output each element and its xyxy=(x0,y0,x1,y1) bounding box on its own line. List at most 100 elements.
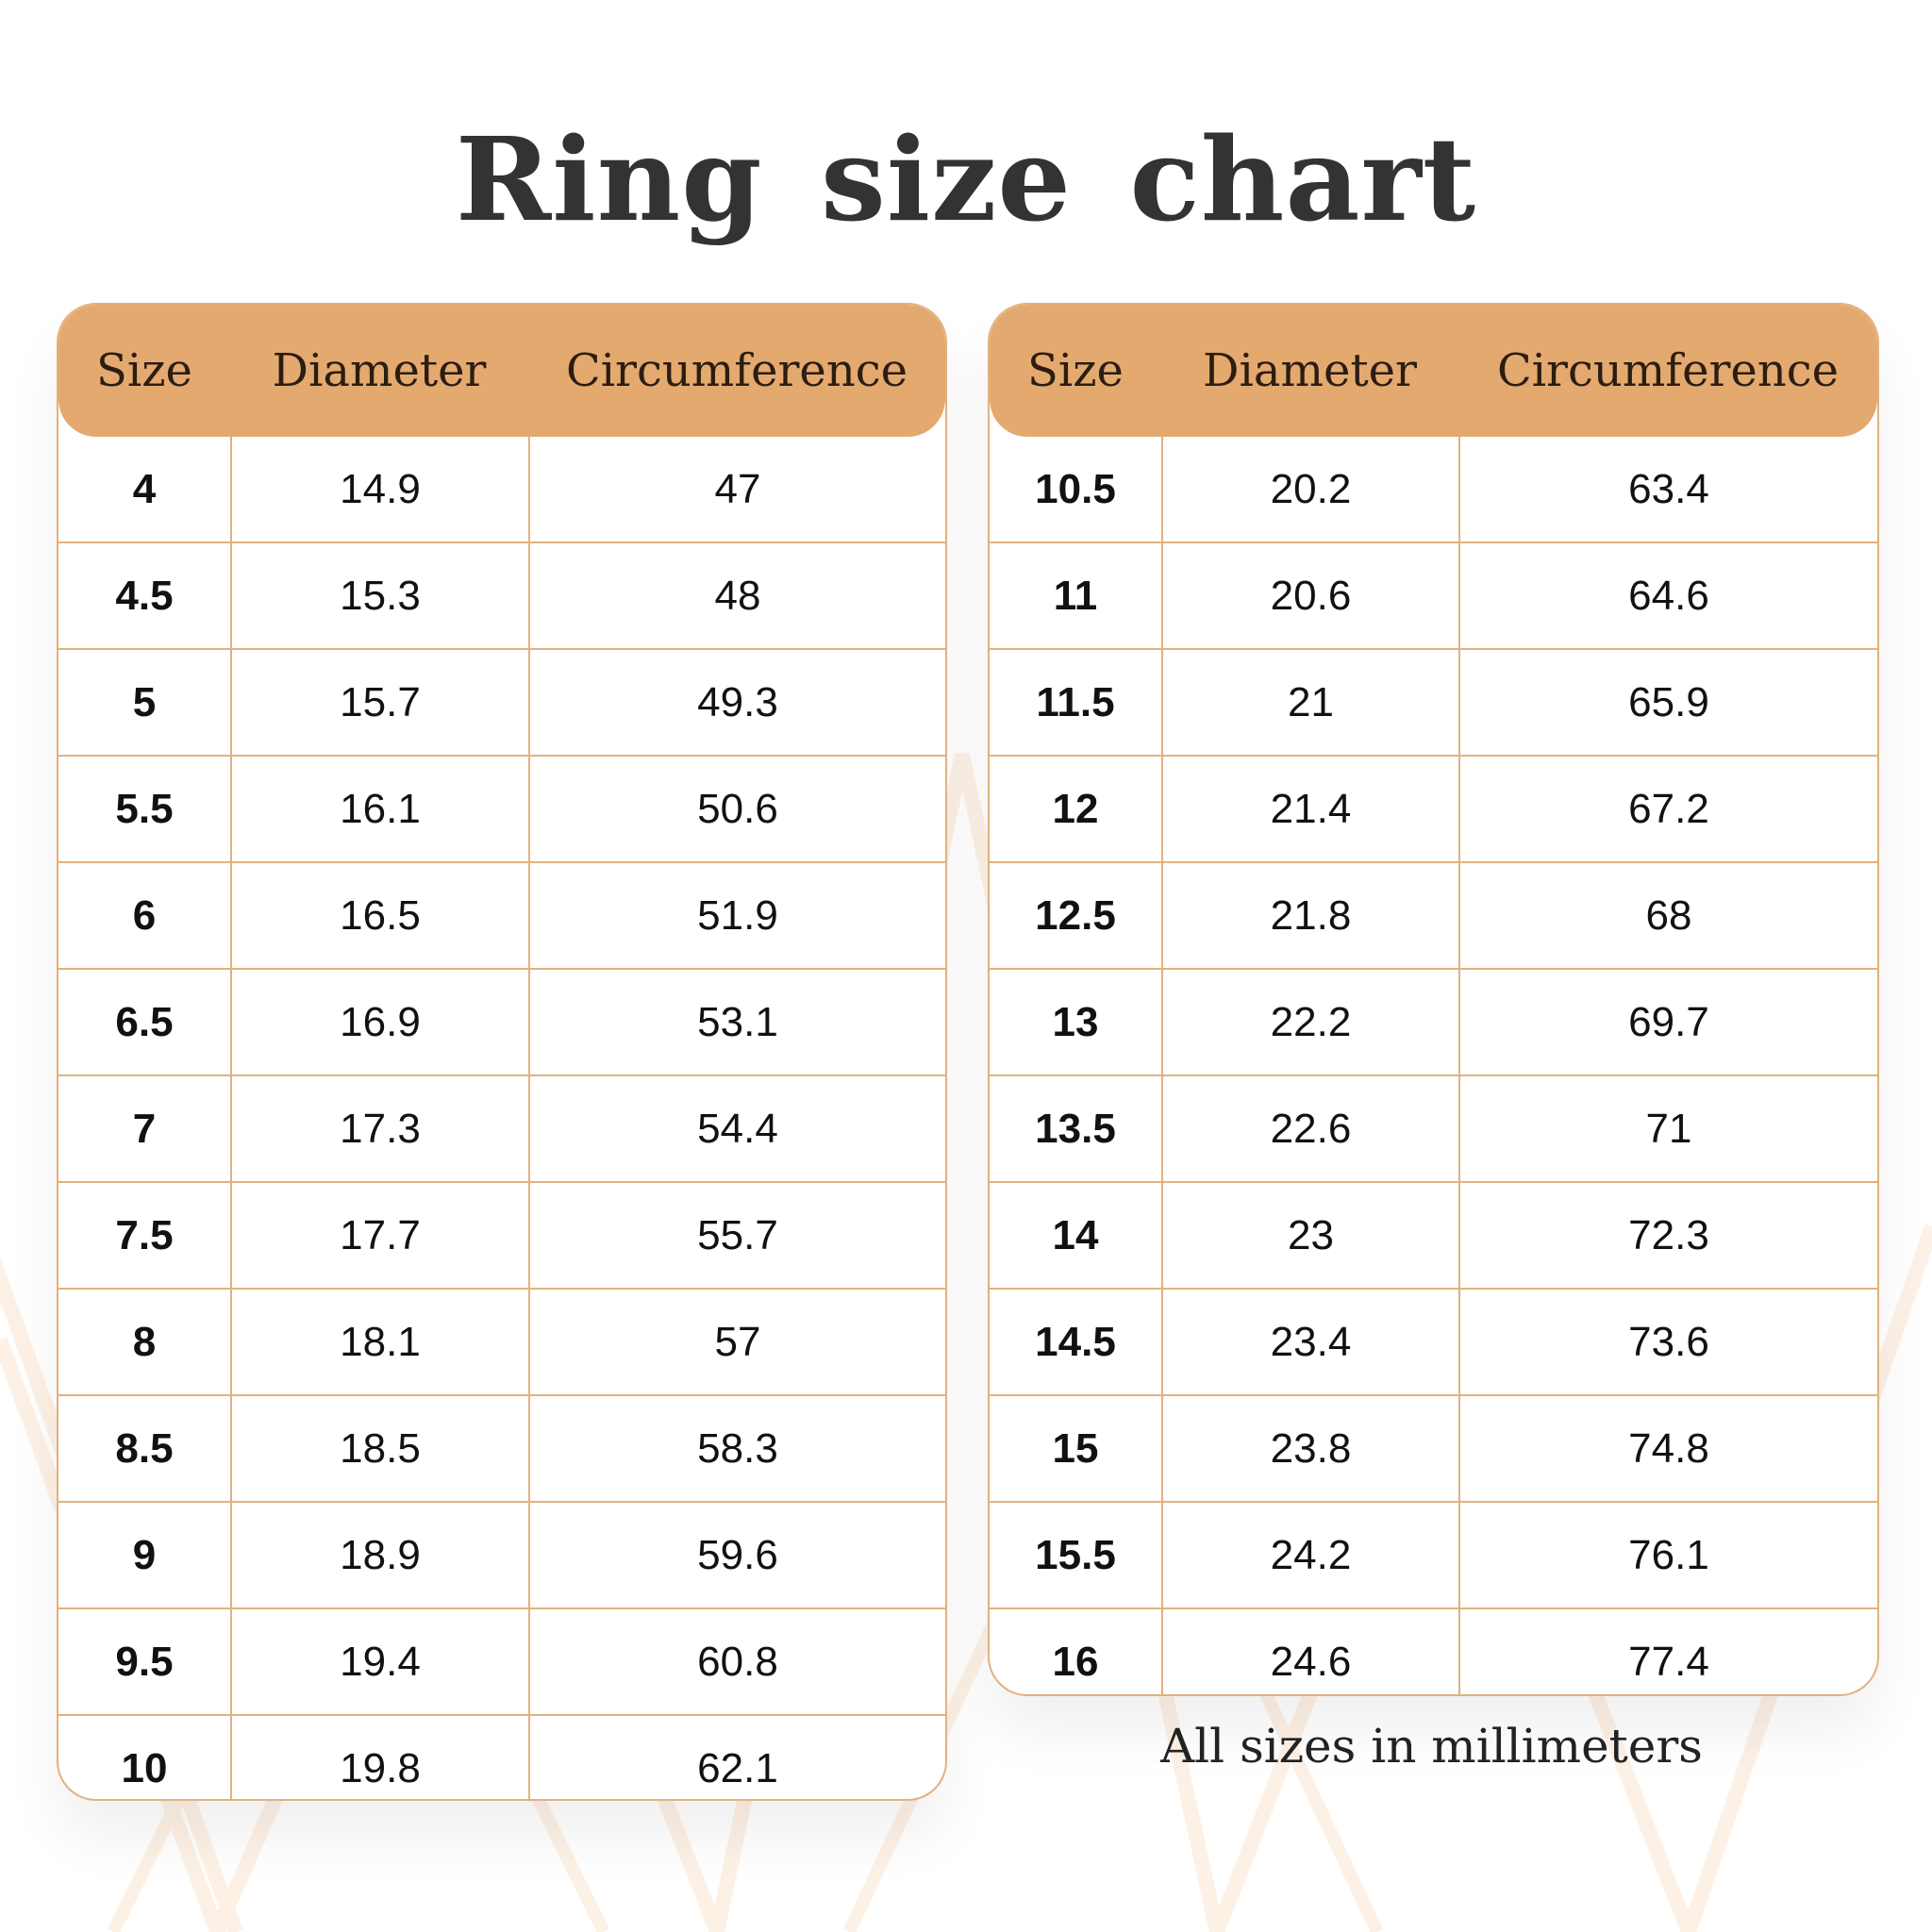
table-row: 5 15.7 49.3 xyxy=(58,648,945,755)
cell-diameter: 21.8 xyxy=(1161,863,1458,968)
cell-diameter: 18.5 xyxy=(230,1396,528,1501)
cell-diameter: 16.1 xyxy=(230,757,528,861)
cell-diameter: 22.6 xyxy=(1161,1076,1458,1181)
header-diameter: Diameter xyxy=(1202,344,1417,397)
cell-size: 6.5 xyxy=(115,998,174,1045)
page-title: Ring size chart xyxy=(455,111,1477,247)
table-row: 7.5 17.7 55.7 xyxy=(58,1181,945,1288)
cell-circumference: 74.8 xyxy=(1458,1396,1877,1501)
table-row: 16 24.6 77.4 xyxy=(990,1607,1877,1694)
cell-circumference: 49.3 xyxy=(528,650,945,755)
cell-size: 8.5 xyxy=(115,1424,174,1472)
cell-size: 9 xyxy=(132,1531,157,1578)
cell-size: 12 xyxy=(1052,785,1099,832)
table-header: Size Diameter Circumference xyxy=(990,305,1877,437)
table-row: 14.5 23.4 73.6 xyxy=(990,1288,1877,1394)
ring-size-table-left: Size Diameter Circumference 4 14.9 47 4.5 15… xyxy=(57,303,947,1801)
cell-circumference: 59.6 xyxy=(528,1503,945,1607)
header-diameter: Diameter xyxy=(272,344,487,397)
cell-size: 14.5 xyxy=(1035,1318,1116,1365)
cell-size: 12.5 xyxy=(1035,891,1116,939)
cell-size: 15.5 xyxy=(1035,1531,1116,1578)
table-row: 15.5 24.2 76.1 xyxy=(990,1501,1877,1607)
table-row: 14 23 72.3 xyxy=(990,1181,1877,1288)
cell-size: 16 xyxy=(1052,1638,1099,1685)
cell-diameter: 18.1 xyxy=(230,1290,528,1394)
cell-diameter: 17.3 xyxy=(230,1076,528,1181)
cell-size: 9.5 xyxy=(115,1638,174,1685)
header-size: Size xyxy=(96,344,192,397)
cell-diameter: 19.4 xyxy=(230,1609,528,1714)
cell-diameter: 19.8 xyxy=(230,1716,528,1799)
cell-circumference: 72.3 xyxy=(1458,1183,1877,1288)
cell-circumference: 63.4 xyxy=(1458,437,1877,541)
cell-diameter: 15.3 xyxy=(230,543,528,648)
header-size: Size xyxy=(1027,344,1124,397)
cell-diameter: 24.6 xyxy=(1161,1609,1458,1694)
table-body: 10.5 20.2 63.4 11 20.6 64.6 11.5 21 65.9 12 21.4 67… xyxy=(990,437,1877,1694)
cell-size: 7 xyxy=(132,1105,157,1152)
table-row: 15 23.8 74.8 xyxy=(990,1394,1877,1501)
table-row: 7 17.3 54.4 xyxy=(58,1074,945,1181)
cell-circumference: 62.1 xyxy=(528,1716,945,1799)
cell-size: 14 xyxy=(1052,1211,1099,1258)
header-circumference: Circumference xyxy=(565,344,908,397)
cell-diameter: 23.8 xyxy=(1161,1396,1458,1501)
cell-circumference: 77.4 xyxy=(1458,1609,1877,1694)
cell-circumference: 69.7 xyxy=(1458,970,1877,1074)
cell-circumference: 48 xyxy=(528,543,945,648)
units-note: All sizes in millimeters xyxy=(1160,1719,1703,1774)
cell-diameter: 23.4 xyxy=(1161,1290,1458,1394)
cell-circumference: 57 xyxy=(528,1290,945,1394)
table-row: 12.5 21.8 68 xyxy=(990,861,1877,968)
cell-diameter: 24.2 xyxy=(1161,1503,1458,1607)
cell-circumference: 60.8 xyxy=(528,1609,945,1714)
table-header: Size Diameter Circumference xyxy=(58,305,945,437)
ring-size-table-right: Size Diameter Circumference 10.5 20.2 63.4… xyxy=(988,303,1879,1696)
table-row: 11 20.6 64.6 xyxy=(990,541,1877,648)
cell-size: 11 xyxy=(1053,572,1098,619)
cell-diameter: 20.2 xyxy=(1161,437,1458,541)
cell-circumference: 50.6 xyxy=(528,757,945,861)
table-row: 9 18.9 59.6 xyxy=(58,1501,945,1607)
header-circumference: Circumference xyxy=(1496,344,1840,397)
table-row: 10.5 20.2 63.4 xyxy=(990,437,1877,541)
cell-size: 6 xyxy=(132,891,157,939)
cell-size: 5 xyxy=(132,678,157,725)
cell-diameter: 22.2 xyxy=(1161,970,1458,1074)
cell-diameter: 21 xyxy=(1161,650,1458,755)
cell-circumference: 65.9 xyxy=(1458,650,1877,755)
cell-circumference: 68 xyxy=(1458,863,1877,968)
cell-circumference: 71 xyxy=(1458,1076,1877,1181)
table-row: 13 22.2 69.7 xyxy=(990,968,1877,1074)
cell-diameter: 18.9 xyxy=(230,1503,528,1607)
table-row: 8 18.1 57 xyxy=(58,1288,945,1394)
cell-diameter: 23 xyxy=(1161,1183,1458,1288)
table-row: 4.5 15.3 48 xyxy=(58,541,945,648)
cell-circumference: 73.6 xyxy=(1458,1290,1877,1394)
cell-circumference: 54.4 xyxy=(528,1076,945,1181)
table-row: 13.5 22.6 71 xyxy=(990,1074,1877,1181)
cell-circumference: 47 xyxy=(528,437,945,541)
table-row: 4 14.9 47 xyxy=(58,437,945,541)
table-row: 9.5 19.4 60.8 xyxy=(58,1607,945,1714)
table-row: 5.5 16.1 50.6 xyxy=(58,755,945,861)
cell-circumference: 51.9 xyxy=(528,863,945,968)
table-row: 12 21.4 67.2 xyxy=(990,755,1877,861)
cell-circumference: 64.6 xyxy=(1458,543,1877,648)
table-row: 11.5 21 65.9 xyxy=(990,648,1877,755)
table-body: 4 14.9 47 4.5 15.3 48 5 15.7 49.3 5.5 16.1 50.6 6 16.… xyxy=(58,437,945,1799)
cell-circumference: 67.2 xyxy=(1458,757,1877,861)
table-row: 6.5 16.9 53.1 xyxy=(58,968,945,1074)
cell-diameter: 15.7 xyxy=(230,650,528,755)
table-row: 8.5 18.5 58.3 xyxy=(58,1394,945,1501)
cell-size: 10 xyxy=(121,1744,168,1791)
cell-circumference: 55.7 xyxy=(528,1183,945,1288)
cell-size: 7.5 xyxy=(115,1211,174,1258)
table-row: 10 19.8 62.1 xyxy=(58,1714,945,1799)
cell-size: 8 xyxy=(132,1318,157,1365)
cell-size: 11.5 xyxy=(1036,678,1115,725)
cell-diameter: 20.6 xyxy=(1161,543,1458,648)
cell-diameter: 21.4 xyxy=(1161,757,1458,861)
cell-diameter: 14.9 xyxy=(230,437,528,541)
